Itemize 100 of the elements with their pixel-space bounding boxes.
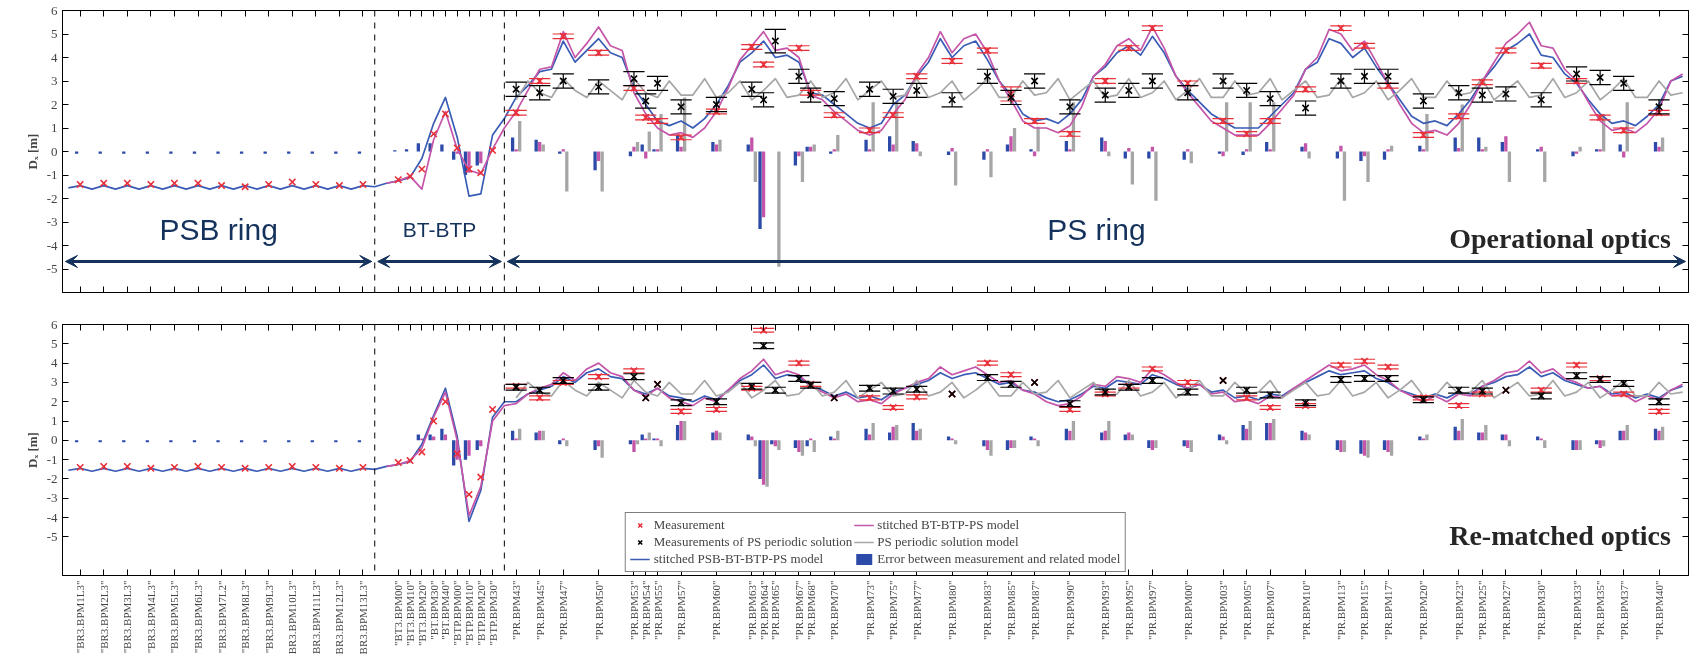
- bar: [1507, 440, 1512, 447]
- bar: [1594, 149, 1599, 152]
- point: [1124, 86, 1133, 95]
- bar: [1362, 440, 1367, 456]
- x-tick-label: "PR.BPM63": [745, 580, 758, 640]
- legend-label: stitched PSB-BT-BTP-PS model: [653, 551, 824, 567]
- bar: [593, 440, 597, 450]
- point: [1537, 391, 1546, 400]
- x-tick-label: "PR.BPM23": [1452, 580, 1465, 640]
- x-tick-label: "BR3.BPM5L3": [168, 580, 181, 654]
- point: [1655, 102, 1664, 111]
- bar: [950, 147, 954, 152]
- bar: [1154, 151, 1158, 201]
- point: [1148, 77, 1157, 85]
- x-tick-label: "PR.BPM57": [675, 580, 688, 640]
- y-tick-label: 2: [51, 393, 58, 409]
- x-tick-label: "PR.BPM27": [1499, 580, 1512, 640]
- x-tick-label: BR3.BPM11L3": [309, 580, 322, 654]
- point: [1478, 91, 1487, 100]
- bar: [1657, 430, 1661, 441]
- bar: [1241, 424, 1245, 441]
- bar: [644, 151, 648, 159]
- bar: [1418, 436, 1422, 441]
- x-tick-label: "PR.BPM77": [910, 580, 923, 640]
- x-tick-label: "BTP.BPM10": [463, 580, 475, 646]
- x-tick-label: "PR.BPM64": [757, 580, 770, 640]
- bar: [718, 432, 722, 441]
- bar: [1418, 145, 1422, 152]
- bar: [812, 440, 816, 452]
- x-tick-label: "PR.BPM70": [828, 580, 841, 640]
- y-tick-label: -5: [46, 261, 58, 276]
- y-tick-label: 1: [51, 120, 58, 135]
- x-tick-label: "PR.BPM97": [1146, 580, 1159, 640]
- bar: [711, 142, 715, 152]
- bar: [428, 434, 432, 441]
- bar: [632, 440, 636, 452]
- bar: [761, 440, 766, 485]
- bar: [836, 135, 840, 152]
- point: [1384, 374, 1393, 383]
- bar: [1421, 149, 1426, 152]
- bar: [1127, 147, 1131, 152]
- point: [1619, 379, 1628, 388]
- bar: [1504, 434, 1508, 441]
- bar: [1241, 151, 1245, 156]
- bar: [777, 440, 781, 450]
- x-tick-label: BR3.BPM12L3": [333, 580, 346, 655]
- x-tick-label: "PR.BPM65": [769, 580, 782, 640]
- line-series: [515, 379, 1684, 399]
- point: [1183, 388, 1192, 397]
- bar: [1036, 126, 1040, 152]
- bar: [1339, 145, 1343, 152]
- bar: [1359, 151, 1363, 161]
- point: [1030, 77, 1039, 85]
- bar: [1009, 136, 1013, 152]
- bar: [1300, 146, 1304, 152]
- x-tick-label: "BTP.BPM30": [486, 580, 499, 646]
- y-tick-label: -4: [46, 509, 58, 525]
- bar: [1303, 143, 1308, 152]
- y-tick-label: 1: [51, 413, 58, 429]
- bar: [1366, 440, 1370, 458]
- x-tick-label: "PR.BPM68": [804, 580, 817, 640]
- bar: [753, 440, 757, 447]
- legend-label: Measurements of PS periodic solution: [653, 534, 853, 550]
- bar: [600, 151, 604, 192]
- bar: [1150, 440, 1155, 450]
- bar: [1660, 137, 1665, 152]
- bar: [761, 151, 766, 218]
- y-tick-label: -5: [46, 528, 58, 544]
- bar: [777, 151, 781, 267]
- bar: [887, 136, 892, 152]
- bar: [805, 146, 809, 152]
- bar: [864, 428, 868, 441]
- annotation: PSB ring: [159, 212, 278, 246]
- y-tick-label: 2: [51, 96, 58, 112]
- bar: [1543, 440, 1547, 449]
- point: [1065, 102, 1074, 111]
- bar: [1386, 149, 1390, 152]
- bar: [989, 440, 993, 456]
- bar: [1425, 434, 1429, 441]
- x-tick-label: "PR.BPM85": [1005, 580, 1017, 640]
- bar: [1578, 146, 1582, 152]
- bar: [1339, 440, 1343, 452]
- bar: [871, 422, 875, 441]
- point: [1360, 72, 1369, 81]
- x-tick-label: "PR.BPM75": [887, 580, 900, 640]
- bar: [647, 131, 651, 152]
- bar: [565, 440, 569, 447]
- bar: [1307, 151, 1311, 159]
- bar: [1009, 440, 1013, 449]
- bar: [1386, 440, 1390, 452]
- bar: [1265, 142, 1269, 152]
- bar: [985, 440, 990, 450]
- bar: [915, 143, 919, 152]
- bar: [1005, 144, 1010, 152]
- text: Re-matched optics: [1449, 519, 1671, 551]
- bar: [600, 440, 604, 458]
- x-tick-label: "PR.BPM73": [863, 580, 876, 640]
- bar: [1186, 149, 1190, 152]
- bar: [1366, 151, 1370, 183]
- point: [1183, 88, 1192, 97]
